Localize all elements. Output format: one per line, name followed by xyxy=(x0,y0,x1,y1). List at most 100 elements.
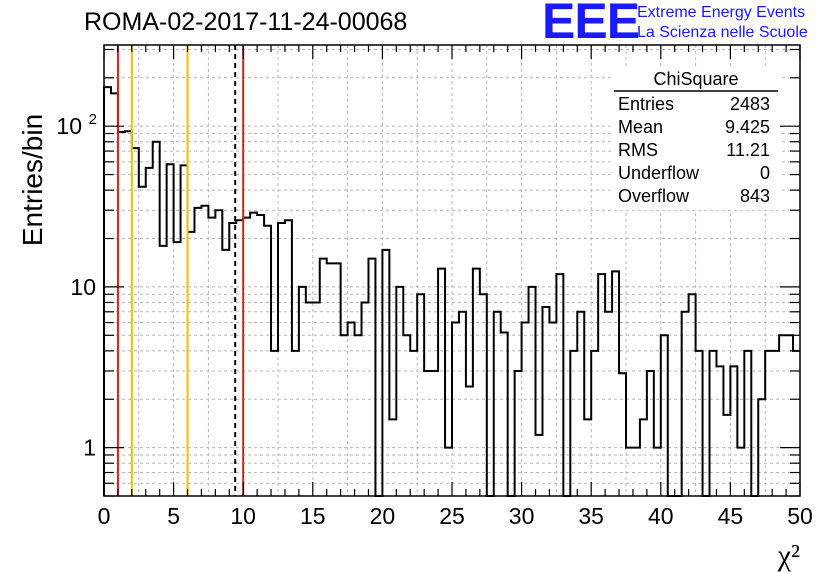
y-tick-label: 10 xyxy=(56,113,82,139)
histogram-bin xyxy=(410,351,417,496)
y-axis: 1 10 10 2 xyxy=(56,48,800,497)
histogram-bin xyxy=(689,294,696,496)
histogram-bin xyxy=(285,220,292,496)
histogram-bin xyxy=(473,269,480,496)
stats-box: ChiSquare Entries 2483 Mean 9.425 RMS 11.21 Und… xyxy=(612,68,780,210)
histogram-bin xyxy=(139,187,146,496)
histogram-bin xyxy=(431,371,438,496)
histogram-bin xyxy=(536,435,543,496)
histogram-bin xyxy=(626,448,633,496)
stats-label: Entries xyxy=(618,94,674,114)
histogram-bin xyxy=(424,371,431,496)
histogram-bin xyxy=(299,287,306,496)
stats-value: 0 xyxy=(760,163,770,183)
histogram-bin xyxy=(758,399,765,496)
y-tick-label: 10 xyxy=(70,274,96,300)
histogram-bin xyxy=(208,218,215,496)
histogram-bin xyxy=(327,263,334,496)
histogram-bin xyxy=(459,312,466,496)
histogram-bin xyxy=(396,287,403,496)
histogram-bin xyxy=(167,164,174,496)
histogram-bin xyxy=(215,210,222,496)
x-axis: 0 5 10 15 20 25 30 35 40 45 50 xyxy=(98,45,813,529)
histogram-bin xyxy=(320,259,327,496)
histogram-bin xyxy=(515,371,522,496)
stats-label: RMS xyxy=(618,140,658,160)
histogram-bin xyxy=(612,271,619,496)
logo-text-line1: Extreme Energy Events xyxy=(637,4,806,21)
logo-mark: EEE xyxy=(542,0,640,49)
histogram-bin xyxy=(452,323,459,496)
x-tick-label: 25 xyxy=(439,503,465,529)
histogram-bin xyxy=(362,302,369,496)
stats-value: 843 xyxy=(740,186,770,206)
histogram-bin xyxy=(786,335,793,496)
y-tick-label: 1 xyxy=(83,435,96,461)
histogram-bin xyxy=(682,312,689,496)
x-tick-label: 45 xyxy=(718,503,744,529)
histogram-bin xyxy=(257,215,264,496)
histogram-bin xyxy=(313,302,320,496)
page-title: ROMA-02-2017-11-24-00068 xyxy=(84,8,408,36)
histogram-bin xyxy=(480,294,487,496)
histogram-bin xyxy=(174,242,181,496)
histogram-bin xyxy=(765,351,772,496)
histogram-bin xyxy=(243,218,250,496)
histogram-bin xyxy=(125,131,132,496)
histogram-bin xyxy=(181,165,188,496)
y-tick-label-exponent: 2 xyxy=(89,111,97,128)
stats-label: Underflow xyxy=(618,163,700,183)
histogram-bin xyxy=(118,132,125,496)
histogram-bin xyxy=(417,294,424,496)
x-tick-label: 15 xyxy=(300,503,326,529)
histogram-bin xyxy=(556,274,563,496)
histogram-bin xyxy=(529,287,536,496)
histogram-bin xyxy=(570,351,577,496)
histogram-bin xyxy=(438,269,445,496)
stats-title: ChiSquare xyxy=(653,69,738,89)
histogram-bin xyxy=(710,351,717,496)
histogram-bin xyxy=(542,307,549,496)
histogram-bin xyxy=(104,87,111,496)
histogram-bin xyxy=(306,302,313,496)
histogram-bin xyxy=(153,142,160,496)
stats-label: Mean xyxy=(618,117,663,137)
histogram-bin xyxy=(640,419,647,496)
histogram-bin xyxy=(250,213,257,496)
stats-value: 11.21 xyxy=(726,140,770,160)
histogram-bin xyxy=(598,274,605,496)
histogram-bin xyxy=(696,351,703,496)
histogram-bin xyxy=(334,263,341,496)
marker-lines xyxy=(116,45,245,496)
x-tick-label: 40 xyxy=(648,503,674,529)
histogram-bin xyxy=(188,232,195,496)
x-tick-label: 20 xyxy=(370,503,396,529)
y-axis-title: Entries/bin xyxy=(17,114,48,246)
histogram-bin xyxy=(522,323,529,496)
histogram-bin xyxy=(466,387,473,496)
histogram-bin xyxy=(723,415,730,496)
histogram-bin xyxy=(716,366,723,496)
histogram-bin xyxy=(389,419,396,496)
histogram-bin xyxy=(779,335,786,496)
histogram-bin xyxy=(382,250,389,496)
histogram-bin xyxy=(584,419,591,496)
histogram-bin xyxy=(355,335,362,496)
x-tick-label: 0 xyxy=(98,503,111,529)
stats-value: 2483 xyxy=(730,94,770,114)
histogram-bin xyxy=(368,259,375,496)
x-tick-label: 50 xyxy=(787,503,813,529)
histogram-bin xyxy=(403,335,410,496)
histogram-bin xyxy=(348,323,355,496)
histogram-bin xyxy=(654,448,661,496)
histogram-bin xyxy=(278,223,285,496)
x-tick-label: 10 xyxy=(230,503,256,529)
histogram-bin xyxy=(793,351,800,496)
x-tick-label: 30 xyxy=(509,503,535,529)
x-tick-label: 35 xyxy=(578,503,604,529)
histogram-bin xyxy=(605,312,612,496)
histogram-bin xyxy=(146,168,153,496)
histogram-bin xyxy=(194,208,201,496)
histogram-bin xyxy=(501,333,508,496)
histogram-bin xyxy=(591,351,598,496)
